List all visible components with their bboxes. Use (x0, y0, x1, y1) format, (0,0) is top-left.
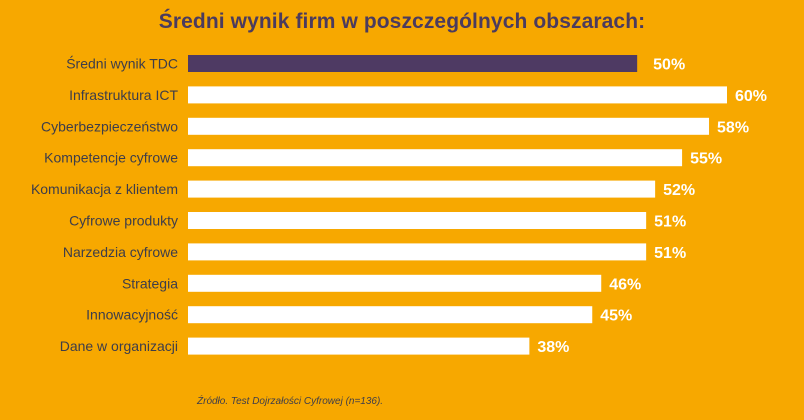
value-label: 58% (717, 119, 749, 136)
value-label: 51% (654, 245, 686, 262)
category-label: Narzedzia cyfrowe (63, 244, 178, 260)
bar (188, 243, 647, 261)
category-label: Komunikacja z klientem (31, 181, 178, 197)
category-label: Strategia (122, 275, 178, 291)
value-label: 52% (663, 182, 695, 199)
bar (188, 180, 656, 198)
category-label: Cyfrowe produkty (69, 213, 178, 229)
chart-title: Średni wynik firm w poszczególnych obsza… (158, 10, 646, 33)
value-label: 55% (690, 151, 722, 168)
category-label: Średni wynik TDC (66, 55, 178, 72)
bar (188, 274, 602, 292)
bar (188, 86, 727, 104)
category-label: Kompetencje cyfrowe (44, 150, 178, 166)
category-label: Innowacyjność (86, 307, 178, 323)
category-label: Dane w organizacji (60, 338, 178, 354)
value-label: 46% (609, 276, 641, 293)
bar (188, 306, 593, 324)
value-label: 60% (735, 88, 767, 105)
value-label: 38% (537, 339, 569, 356)
value-label: 45% (600, 308, 632, 325)
value-label: 50% (653, 57, 685, 74)
bar (188, 212, 647, 229)
value-label: 51% (654, 214, 686, 231)
bar (188, 149, 683, 167)
bar-highlight (188, 55, 638, 72)
bar (188, 337, 530, 355)
source-footnote: Źródło. Test Dojrzałości Cyfrowej (n=136… (197, 396, 384, 407)
category-label: Infrastruktura ICT (69, 87, 178, 103)
category-label: Cyberbezpieczeństwo (41, 118, 178, 134)
bar (188, 117, 710, 135)
